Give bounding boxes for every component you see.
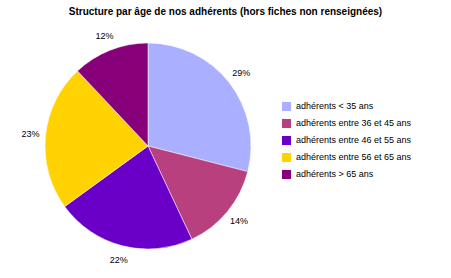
legend-swatch bbox=[282, 119, 291, 128]
legend-swatch bbox=[282, 170, 291, 179]
legend-swatch bbox=[282, 102, 291, 111]
data-labels: 29% 14% 22% 23% 12% bbox=[22, 31, 251, 265]
legend-label: adhérents > 65 ans bbox=[296, 169, 374, 179]
legend-swatch bbox=[282, 153, 291, 162]
legend-item: adhérents < 35 ans bbox=[282, 101, 374, 111]
legend-item: adhérents entre 46 et 55 ans bbox=[282, 135, 412, 145]
legend-label: adhérents entre 36 et 45 ans bbox=[296, 118, 412, 128]
legend-item: adhérents entre 36 et 45 ans bbox=[282, 118, 412, 128]
legend-label: adhérents entre 56 et 65 ans bbox=[296, 152, 412, 162]
data-label: 23% bbox=[22, 129, 40, 139]
pie bbox=[45, 43, 251, 249]
title: Structure par âge de nos adhérents (hors… bbox=[69, 6, 382, 17]
slice bbox=[77, 43, 148, 146]
data-label: 22% bbox=[110, 255, 128, 265]
legend-swatch bbox=[282, 136, 291, 145]
legend-label: adhérents < 35 ans bbox=[296, 101, 374, 111]
legend: adhérents < 35 ans adhérents entre 36 et … bbox=[282, 101, 412, 179]
data-label: 29% bbox=[232, 68, 250, 78]
data-label: 12% bbox=[96, 31, 114, 41]
legend-label: adhérents entre 46 et 55 ans bbox=[296, 135, 412, 145]
legend-item: adhérents entre 56 et 65 ans bbox=[282, 152, 412, 162]
data-label: 14% bbox=[230, 216, 248, 226]
chart: Structure par âge de nos adhérents (hors… bbox=[0, 0, 451, 278]
legend-item: adhérents > 65 ans bbox=[282, 169, 374, 179]
